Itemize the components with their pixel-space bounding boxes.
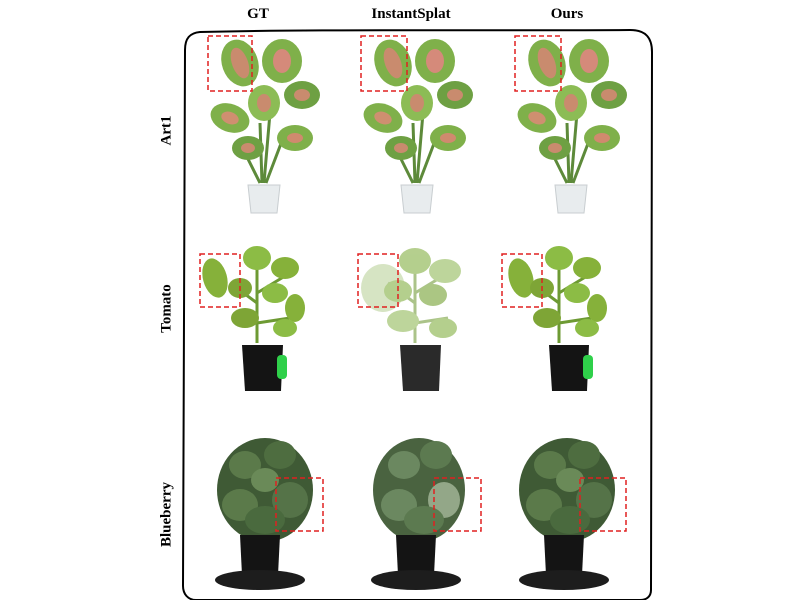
highlight-box — [579, 477, 627, 532]
column-header-instantsplat: InstantSplat — [371, 6, 451, 22]
caladium-plant — [210, 39, 320, 184]
black-pot — [242, 345, 283, 391]
white-pot — [554, 184, 588, 214]
row-label-art1: Art1 — [158, 115, 175, 146]
image-art1-ours — [507, 33, 637, 223]
black-pot — [549, 345, 589, 391]
highlight-box — [207, 35, 253, 92]
black-stand — [519, 570, 609, 590]
caladium-plant — [517, 39, 627, 184]
image-blueberry-instantsplat — [364, 425, 494, 600]
tomato-plant-blurry — [361, 248, 461, 343]
black-pot — [400, 345, 441, 391]
black-pot — [240, 535, 280, 575]
column-header-gt: GT — [247, 6, 269, 22]
blueberry-bush-blurry — [373, 438, 465, 542]
black-stand — [215, 570, 305, 590]
highlight-box — [514, 35, 562, 92]
green-tray — [277, 355, 287, 379]
black-stand — [371, 570, 461, 590]
highlight-box — [360, 35, 408, 92]
row-label-blueberry: Blueberry — [158, 482, 175, 547]
blueberry-bush — [519, 438, 615, 542]
white-pot — [400, 184, 434, 214]
highlight-box — [501, 253, 543, 308]
image-tomato-ours — [497, 243, 627, 403]
tomato-plant — [508, 246, 607, 343]
white-pot — [247, 184, 281, 214]
black-pot — [396, 535, 436, 575]
image-art1-instantsplat — [353, 33, 483, 223]
green-tray — [583, 355, 593, 379]
highlight-box — [357, 253, 399, 308]
blueberry-bush — [217, 438, 313, 542]
image-blueberry-gt — [205, 425, 335, 600]
tomato-plant — [202, 246, 305, 343]
highlight-box — [433, 477, 482, 532]
image-tomato-instantsplat — [353, 243, 483, 403]
image-blueberry-ours — [512, 425, 642, 600]
black-pot — [544, 535, 584, 575]
highlight-box — [275, 477, 324, 532]
row-label-tomato: Tomato — [158, 284, 175, 333]
image-art1-gt — [200, 33, 330, 223]
image-tomato-gt — [195, 243, 325, 403]
column-header-ours: Ours — [550, 6, 584, 22]
caladium-plant — [363, 39, 473, 184]
highlight-box — [199, 253, 241, 308]
